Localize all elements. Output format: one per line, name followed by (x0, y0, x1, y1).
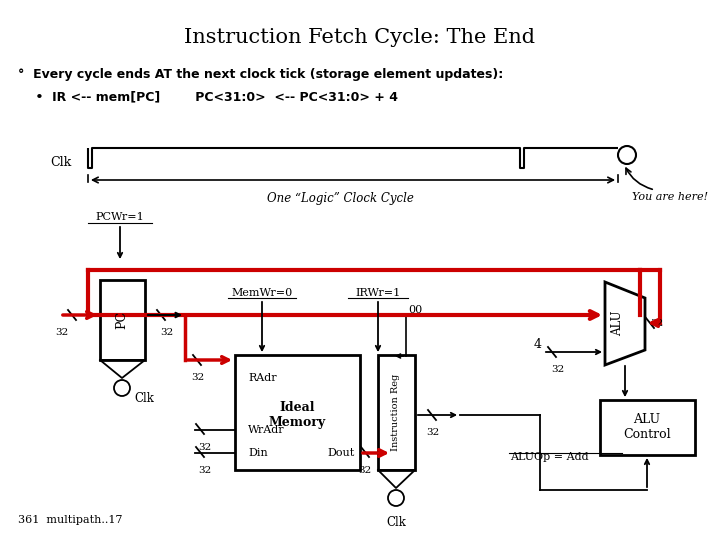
Text: You are here!: You are here! (632, 192, 708, 202)
FancyBboxPatch shape (378, 355, 415, 470)
Text: 32: 32 (650, 319, 663, 327)
Text: PCWr=1: PCWr=1 (96, 212, 145, 222)
Text: Ideal
Memory: Ideal Memory (269, 401, 325, 429)
Text: Clk: Clk (386, 516, 406, 529)
Text: Instruction Reg: Instruction Reg (392, 373, 400, 450)
Text: Instruction Fetch Cycle: The End: Instruction Fetch Cycle: The End (184, 28, 536, 47)
Text: One “Logic” Clock Cycle: One “Logic” Clock Cycle (266, 192, 413, 205)
Text: 32: 32 (359, 466, 372, 475)
Text: PC: PC (115, 311, 128, 329)
Text: •  IR <-- mem[PC]        PC<31:0>  <-- PC<31:0> + 4: • IR <-- mem[PC] PC<31:0> <-- PC<31:0> +… (18, 90, 398, 103)
Text: ALU
Control: ALU Control (624, 413, 671, 441)
Text: Clk: Clk (50, 156, 71, 168)
Text: ALUOp = Add: ALUOp = Add (510, 452, 589, 462)
Text: Clk: Clk (134, 392, 154, 404)
Text: 361  multipath..17: 361 multipath..17 (18, 515, 122, 525)
Text: MemWr=0: MemWr=0 (231, 288, 292, 298)
FancyBboxPatch shape (100, 280, 145, 360)
Text: IRWr=1: IRWr=1 (356, 288, 400, 298)
Text: 32: 32 (426, 428, 440, 437)
Text: °  Every cycle ends AT the next clock tick (storage element updates):: ° Every cycle ends AT the next clock tic… (18, 68, 503, 81)
Text: 32: 32 (552, 365, 564, 374)
Text: WrAdr: WrAdr (248, 425, 284, 435)
Text: 32: 32 (199, 443, 212, 452)
Text: 32: 32 (55, 328, 68, 337)
Text: 00: 00 (408, 305, 422, 315)
Text: Din: Din (248, 448, 268, 458)
Polygon shape (605, 282, 645, 365)
Text: 32: 32 (199, 466, 212, 475)
Text: 32: 32 (192, 373, 204, 382)
Text: ALU: ALU (611, 310, 624, 336)
Text: 32: 32 (161, 328, 174, 337)
FancyBboxPatch shape (600, 400, 695, 455)
Text: RAdr: RAdr (248, 373, 276, 383)
Text: Dout: Dout (328, 448, 355, 458)
Text: 4: 4 (534, 339, 542, 352)
FancyBboxPatch shape (235, 355, 360, 470)
